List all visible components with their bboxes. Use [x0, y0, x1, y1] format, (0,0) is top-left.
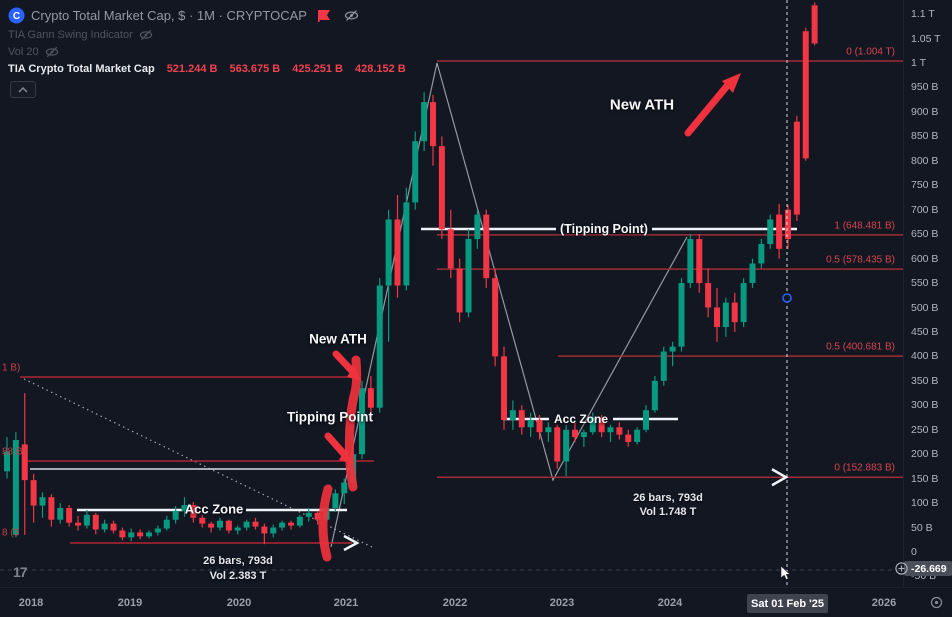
annotation-tipping-point-mid[interactable]: (Tipping Point) — [560, 222, 648, 236]
plus-circle-icon[interactable] — [895, 562, 908, 575]
eye-off-icon[interactable] — [139, 29, 153, 41]
indicator-name[interactable]: Vol 20 — [8, 46, 39, 58]
annotation-new-ath-top[interactable]: New ATH — [609, 96, 675, 114]
time-axis-label: 2023 — [549, 597, 575, 609]
gann-swing-zigzag[interactable] — [330, 62, 688, 548]
legend-collapse-button[interactable] — [10, 81, 36, 98]
series-name[interactable]: TIA Crypto Total Market Cap — [8, 63, 155, 75]
annotation-acc-zone-mid[interactable]: Acc Zone — [553, 412, 609, 426]
price-axis-tick: 500 B — [911, 301, 939, 314]
price-axis-tick: 350 B — [911, 374, 939, 387]
price-axis-tick: 900 B — [911, 105, 939, 118]
indicator-row-vol[interactable]: Vol 20 — [8, 46, 59, 58]
price-axis-tick: 100 B — [911, 497, 939, 510]
fib-level-label: 0 (152.883 B) — [834, 462, 895, 474]
measure-bars-left[interactable]: 26 bars, 793d — [203, 555, 273, 567]
flag-icon[interactable] — [317, 9, 332, 22]
series-open-value: 521.244 B — [166, 63, 218, 75]
time-axis-label: 2021 — [333, 597, 359, 609]
annotation-arrowhead[interactable] — [347, 365, 361, 381]
chevron-up-icon — [18, 86, 28, 92]
fib-level-label: 0 (1.004 T) — [846, 46, 895, 58]
price-axis-tick: 450 B — [911, 325, 939, 338]
annotation-arrow[interactable] — [324, 432, 348, 458]
eye-off-icon[interactable] — [45, 46, 59, 58]
measure-bars-mid[interactable]: 26 bars, 793d — [633, 492, 703, 504]
annotation-arrow[interactable] — [684, 82, 731, 137]
price-axis-tick: 50 B — [911, 521, 933, 534]
annotation-new-ath-left[interactable]: New ATH — [309, 331, 367, 347]
price-axis-tick: 950 B — [911, 81, 939, 94]
annotation-arrow[interactable] — [332, 350, 357, 376]
time-axis-label: 2024 — [657, 597, 683, 609]
price-axis-tick: 650 B — [911, 228, 939, 241]
series-close-value: 428.152 B — [354, 63, 406, 75]
price-axis-tick: 400 B — [911, 350, 939, 363]
series-low-value: 425.251 B — [292, 63, 343, 75]
price-axis-tick: 750 B — [911, 179, 939, 192]
indicator-row-tia-values[interactable]: TIA Crypto Total Market Cap 521.244 B 56… — [8, 63, 406, 75]
annotation-arrowhead[interactable] — [339, 448, 353, 464]
candles[interactable] — [4, 2, 818, 545]
series-high-value: 563.675 B — [229, 63, 281, 75]
price-axis-tick: 550 B — [911, 277, 939, 290]
price-axis-tick: 1.1 T — [911, 8, 935, 21]
price-axis-tick: 700 B — [911, 203, 939, 216]
price-axis-tick: 850 B — [911, 130, 939, 143]
price-axis-tick: 0 — [911, 546, 917, 558]
measure-arrowhead[interactable] — [343, 534, 360, 552]
tradingview-logo[interactable]: 17 — [13, 564, 28, 580]
time-axis-label: 2022 — [442, 597, 468, 609]
time-axis-separator — [0, 587, 952, 588]
price-axis-tick: 200 B — [911, 448, 939, 461]
cryptocap-logo-icon: C — [8, 7, 25, 24]
clipped-fib-label: 88 B) — [2, 446, 26, 458]
price-axis-tick: 800 B — [911, 154, 939, 167]
time-axis-label: 2020 — [226, 597, 252, 609]
price-axis-tick: 150 B — [911, 472, 939, 485]
clipped-fib-label: 1 B) — [2, 362, 21, 374]
symbol-legend-row[interactable]: C Crypto Total Market Cap, $ · 1M · CRYP… — [8, 7, 359, 24]
mouse-cursor[interactable] — [780, 565, 791, 580]
annotation-arrowhead[interactable] — [722, 73, 741, 93]
measure-vol-left[interactable]: Vol 2.383 T — [209, 570, 267, 582]
price-axis-tick: 600 B — [911, 252, 939, 265]
clipped-fib-label: 8 (3 — [2, 527, 20, 539]
measure-vol-mid[interactable]: Vol 1.748 T — [639, 506, 697, 518]
time-axis-label: 2019 — [117, 597, 143, 609]
fib-level-label: 1 (648.481 B) — [834, 220, 895, 232]
annotation-acc-zone-left[interactable]: Acc Zone — [184, 501, 244, 517]
measure-arrowhead[interactable] — [771, 468, 789, 487]
red-brush-stroke[interactable] — [318, 484, 333, 562]
price-axis-tick: 1.05 T — [911, 32, 941, 45]
indicator-row-gann[interactable]: TIA Gann Swing Indicator — [8, 29, 153, 41]
price-axis-value-badge: -26.669 — [904, 561, 952, 576]
price-axis-tick: 1 T — [911, 57, 926, 69]
annotation-tipping-point-left[interactable]: Tipping Point — [287, 409, 373, 425]
eye-off-icon[interactable] — [344, 9, 359, 22]
price-axis-tick: 300 B — [911, 399, 939, 412]
indicator-name[interactable]: TIA Gann Swing Indicator — [8, 29, 133, 41]
time-axis-label: 2018 — [18, 597, 44, 609]
crosshair-date-badge: Sat 01 Feb '25 — [747, 594, 828, 613]
svg-text:C: C — [13, 11, 20, 22]
fib-level-label: 0.5 (400.681 B) — [826, 341, 895, 353]
drawing-anchor-dot[interactable] — [782, 293, 792, 303]
symbol-title[interactable]: Crypto Total Market Cap, $ · 1M · CRYPTO… — [31, 8, 307, 23]
price-axis-separator — [903, 0, 904, 587]
price-axis-tick: 250 B — [911, 423, 939, 436]
fib-level-label: 0.5 (578.435 B) — [826, 254, 895, 266]
axis-settings-icon[interactable] — [930, 596, 943, 609]
time-axis-label: 2026 — [871, 597, 897, 609]
